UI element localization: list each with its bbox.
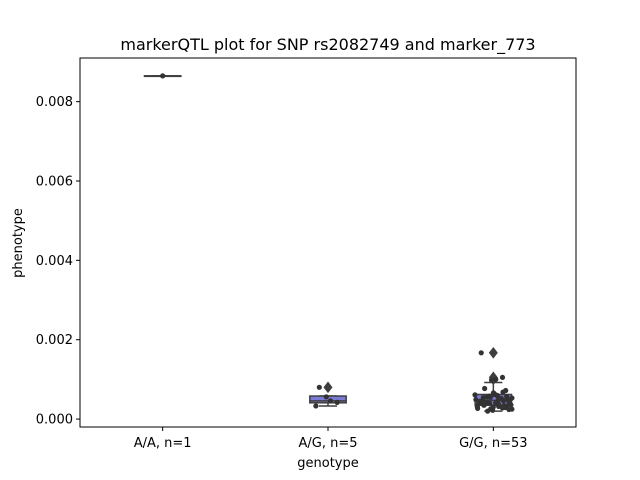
box-outlier (488, 346, 498, 359)
data-point (494, 393, 501, 399)
data-point (160, 73, 166, 79)
data-point (481, 402, 487, 408)
data-point (327, 398, 334, 404)
plot-frame (79, 57, 577, 428)
box-outlier (488, 371, 498, 384)
data-point (472, 392, 478, 398)
data-point (500, 389, 506, 395)
x-tick-label: A/G, n=5 (298, 436, 357, 451)
y-tick-label: 0.008 (36, 95, 73, 110)
y-tick-label: 0.006 (36, 175, 73, 190)
box-outlier (323, 381, 333, 394)
data-point (485, 408, 491, 414)
data-point (487, 400, 493, 406)
data-point (508, 402, 514, 408)
y-tick-label: 0.004 (36, 254, 73, 269)
y-tick-label: 0.000 (36, 413, 73, 428)
data-point (499, 374, 506, 381)
data-point (334, 399, 340, 405)
data-point (473, 397, 479, 403)
data-point (316, 384, 322, 390)
data-point (482, 385, 488, 392)
data-point (323, 394, 329, 400)
x-tick-label: A/A, n=1 (134, 436, 192, 451)
y-axis-title: phenotype (11, 208, 26, 278)
data-point (489, 377, 495, 383)
data-point (493, 376, 499, 382)
data-point (499, 405, 506, 411)
plot-area: 0.000 0.002 0.004 0.006 0.008 A/A, n=1 A/G, n=… (36, 73, 528, 451)
x-tick-label: G/G, n=53 (459, 436, 527, 451)
data-point (475, 405, 481, 411)
data-point (487, 394, 493, 400)
data-point (500, 398, 507, 404)
data-point (490, 407, 496, 413)
data-point (506, 406, 512, 413)
chart-title: markerQTL plot for SNP rs2082749 and mar… (120, 35, 535, 55)
data-point (478, 350, 484, 356)
y-tick-label: 0.002 (36, 333, 73, 348)
data-point (313, 403, 319, 409)
x-axis-title: genotype (297, 456, 358, 471)
